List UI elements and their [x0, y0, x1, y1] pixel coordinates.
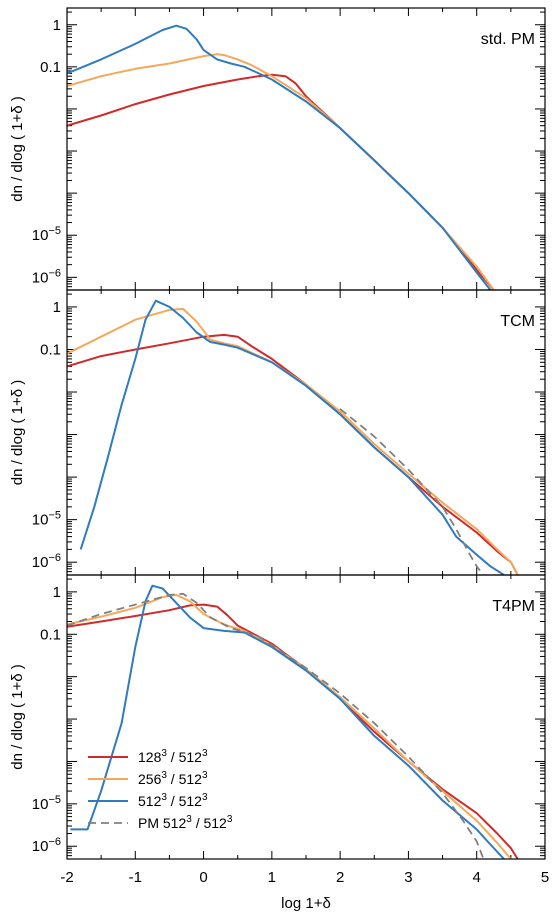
- legend-text-exp2: 3: [202, 792, 208, 803]
- y-tick-base: 10: [32, 554, 49, 571]
- y-axis-label: dn / dlog ( 1+δ ): [9, 380, 26, 486]
- legend-label-1: 1283 / 5123: [138, 748, 208, 765]
- legend-label-2: 2563 / 5123: [138, 770, 208, 787]
- y-tick-base: 10: [32, 796, 49, 813]
- series-line-2: [67, 53, 495, 290]
- series-line-1: [67, 333, 519, 575]
- y-tick-exponent: −5: [48, 225, 61, 237]
- legend-text-exp1: 3: [161, 792, 167, 803]
- x-tick-label: -2: [60, 869, 73, 886]
- series-line-4: [339, 408, 485, 575]
- y-tick-base: 10: [32, 227, 49, 244]
- series-line-3: [67, 24, 492, 290]
- legend-text-mid: / 512: [167, 771, 202, 787]
- y-tick-label: 0.1: [40, 626, 61, 643]
- y-tick-label: 10−5: [32, 794, 61, 813]
- legend-text-base: 256: [138, 771, 162, 787]
- x-tick-label: -1: [129, 869, 142, 886]
- y-tick-base: 0.1: [40, 59, 61, 76]
- panel-frame: [66, 7, 546, 291]
- legend-text-exp1: 3: [161, 748, 167, 759]
- x-tick-label: 1: [268, 869, 276, 886]
- panel-frame: [66, 574, 546, 860]
- y-tick-label: 1: [53, 17, 61, 34]
- panel-2: 10.110−510−6dn / dlog ( 1+δ )TCM: [9, 289, 546, 576]
- y-tick-label: 1: [53, 299, 61, 316]
- legend-text-exp2: 3: [227, 814, 233, 825]
- series-line-1: [67, 73, 495, 290]
- y-tick-exponent: −5: [48, 510, 61, 522]
- legend-text-mid: / 512: [167, 749, 202, 765]
- series-line-4: [67, 592, 485, 859]
- x-tick-label: 5: [541, 869, 549, 886]
- panel-label: std. PM: [481, 31, 535, 48]
- y-tick-exponent: −6: [48, 836, 61, 848]
- series-line-2: [67, 593, 512, 859]
- legend-text-exp2: 3: [202, 770, 208, 781]
- y-tick-exponent: −6: [48, 552, 61, 564]
- legend-label-3: 5123 / 5123: [138, 792, 208, 809]
- y-axis-label: dn / dlog ( 1+δ ): [9, 664, 26, 770]
- y-tick-base: 0.1: [40, 341, 61, 358]
- panel-label: TCM: [500, 313, 535, 330]
- series-line-3: [79, 299, 505, 575]
- y-tick-exponent: −5: [48, 794, 61, 806]
- panel-3: 10.110−510−6dn / dlog ( 1+δ )T4PM: [9, 574, 546, 860]
- y-tick-base: 0.1: [40, 626, 61, 643]
- legend-text-exp1: 3: [186, 814, 192, 825]
- y-tick-label: 1: [53, 584, 61, 601]
- x-tick-label: 3: [404, 869, 412, 886]
- panel-label: T4PM: [492, 598, 535, 615]
- series-line-3: [70, 584, 505, 859]
- y-tick-base: 10: [32, 269, 49, 286]
- series-line-1: [67, 603, 519, 859]
- legend-text-exp1: 3: [161, 770, 167, 781]
- x-tick-labels: -2 -1 0 1 2 3 4 5: [60, 869, 549, 886]
- panel-1: 10.110−510−6dn / dlog ( 1+δ )std. PM: [9, 7, 546, 291]
- legend-text-mid: / 512: [167, 793, 202, 809]
- legend-text-base: PM 512: [138, 815, 186, 831]
- y-tick-label: 10−6: [32, 836, 61, 855]
- y-tick-label: 0.1: [40, 59, 61, 76]
- y-tick-base: 10: [32, 838, 49, 855]
- y-tick-base: 1: [53, 299, 61, 316]
- legend-text-base: 128: [138, 749, 162, 765]
- x-tick-label: 2: [336, 869, 344, 886]
- panel-frame: [66, 289, 546, 576]
- y-tick-label: 10−6: [32, 267, 61, 286]
- x-axis-label: log 1+δ: [281, 895, 331, 912]
- y-tick-exponent: −6: [48, 267, 61, 279]
- legend-text-base: 512: [138, 793, 162, 809]
- y-tick-label: 0.1: [40, 341, 61, 358]
- y-tick-label: 10−5: [32, 510, 61, 529]
- legend-text-exp2: 3: [202, 748, 208, 759]
- y-axis-label: dn / dlog ( 1+δ ): [9, 96, 26, 202]
- y-tick-base: 1: [53, 584, 61, 601]
- y-tick-label: 10−5: [32, 225, 61, 244]
- x-tick-label: 4: [473, 869, 481, 886]
- y-tick-label: 10−6: [32, 552, 61, 571]
- legend-text-mid: / 512: [192, 815, 227, 831]
- legend-label-4: PM 5123 / 5123: [138, 814, 233, 831]
- x-tick-label: 0: [199, 869, 207, 886]
- y-tick-base: 1: [53, 17, 61, 34]
- y-tick-base: 10: [32, 512, 49, 529]
- panels-layer: 10.110−510−6dn / dlog ( 1+δ )std. PM10.1…: [9, 7, 546, 860]
